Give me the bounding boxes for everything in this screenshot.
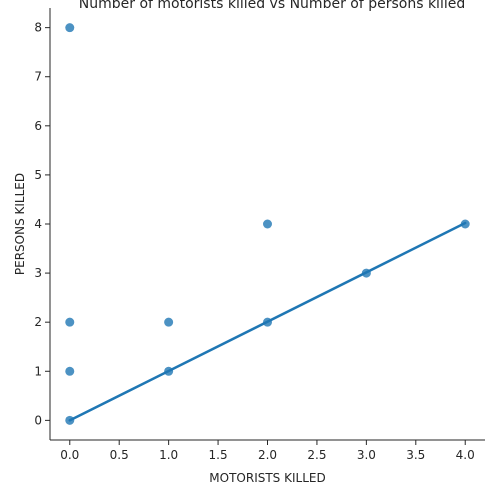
x-tick-label: 0.0 <box>60 448 79 462</box>
x-tick-label: 3.5 <box>406 448 425 462</box>
data-point <box>65 415 75 425</box>
plot-area <box>65 23 470 425</box>
x-tick-label: 1.5 <box>209 448 228 462</box>
y-tick-label: 5 <box>34 168 42 182</box>
x-tick-label: 1.0 <box>159 448 178 462</box>
y-tick-label: 3 <box>34 266 42 280</box>
x-tick-label: 3.0 <box>357 448 376 462</box>
x-tick-label: 2.0 <box>258 448 277 462</box>
y-tick-label: 8 <box>34 21 42 35</box>
x-tick-label: 0.5 <box>110 448 129 462</box>
data-point <box>263 317 272 327</box>
y-tick-label: 4 <box>34 217 42 231</box>
data-point <box>263 219 272 229</box>
y-tick-label: 2 <box>34 315 42 329</box>
x-axis-label: MOTORISTS KILLED <box>209 471 325 485</box>
data-point <box>65 366 75 376</box>
data-point <box>164 317 174 327</box>
y-tick-label: 7 <box>34 70 42 84</box>
data-point <box>164 366 174 376</box>
y-tick-label: 1 <box>34 364 42 378</box>
data-point <box>460 219 470 229</box>
x-tick-label: 4.0 <box>456 448 475 462</box>
data-point <box>65 23 75 33</box>
y-tick-label: 0 <box>34 413 42 427</box>
y-tick-label: 6 <box>34 119 42 133</box>
chart-title: Number of motorists killed vs Number of … <box>79 0 465 12</box>
y-axis-label: PERSONS KILLED <box>13 173 27 275</box>
data-point <box>361 268 371 278</box>
y-axis-ticks: 0 1 2 3 4 5 6 7 8 <box>34 21 50 427</box>
x-tick-label: 2.5 <box>307 448 326 462</box>
x-axis-ticks: 0.0 0.5 1.0 1.5 2.0 2.5 3.0 3.5 4.0 <box>60 440 475 462</box>
data-point <box>65 317 75 327</box>
